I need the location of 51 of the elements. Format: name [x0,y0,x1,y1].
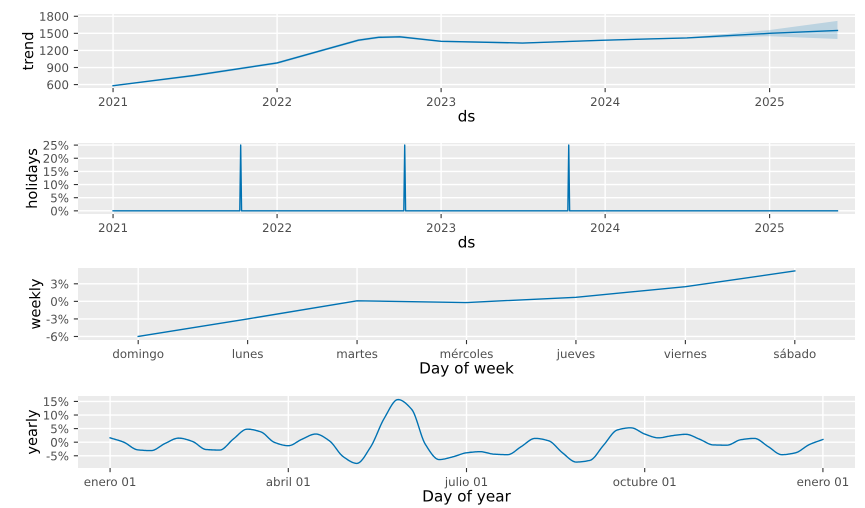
x-tick-label: martes [337,350,378,358]
x-tick-label: 2024 [590,97,620,106]
x-tick-label: 2025 [755,97,784,106]
x-axis-title: ds [458,236,475,248]
y-tick-label: 5% [51,193,68,202]
x-tick-label: 2022 [262,223,291,232]
y-tick-label: 3% [51,280,68,288]
y-tick-label: -3% [46,314,68,324]
y-tick-label: 15% [44,397,68,406]
y-tick-label: 600 [47,80,68,90]
x-tick-label: 2025 [755,223,784,232]
y-tick-label: -6% [46,332,68,342]
y-axis-title: weekly [29,278,44,329]
x-tick-label: lunes [232,349,263,358]
y-tick-label: -5% [46,451,68,460]
x-tick-label: 2023 [426,97,456,106]
x-axis-title: ds [458,110,475,122]
y-tick-label: 1200 [40,46,68,56]
line-series [137,270,796,338]
x-axis-title: Day of week [420,362,514,377]
x-tick-label: jueves [556,349,595,360]
y-tick-label: 1500 [40,29,68,38]
y-tick-label: 0% [51,206,68,216]
x-tick-label: octubre 01 [613,477,676,486]
x-tick-label: mércoles [440,348,493,358]
x-tick-label: abril 01 [266,477,310,486]
y-tick-label: 1800 [40,12,68,21]
y-tick-label: 15% [44,167,68,176]
x-tick-label: julio 01 [444,477,488,488]
x-tick-label: domingo [112,349,164,360]
x-tick-label: 2021 [98,223,127,232]
y-tick-label: 900 [47,63,68,72]
y-axis-title: trend [22,32,34,70]
y-tick-label: 25% [44,140,68,150]
x-tick-label: enero 01 [797,477,848,486]
x-tick-label: viernes [664,349,706,358]
y-tick-label: 10% [44,410,68,420]
x-tick-label: 2023 [426,223,456,232]
x-axis-title: Day of year [424,490,511,505]
y-tick-label: 20% [44,154,68,163]
y-tick-label: 10% [44,180,68,190]
y-tick-label: 0% [51,438,68,447]
x-tick-label: sábado [774,348,816,358]
y-axis-title: holidays [26,148,40,208]
x-tick-label: 2024 [590,223,620,232]
y-tick-label: 5% [51,424,68,434]
y-axis-title: yearly [26,410,40,454]
x-tick-label: 2022 [262,97,291,106]
x-tick-label: enero 01 [84,477,136,486]
x-tick-label: 2021 [98,97,127,106]
y-tick-label: 0% [51,297,68,306]
